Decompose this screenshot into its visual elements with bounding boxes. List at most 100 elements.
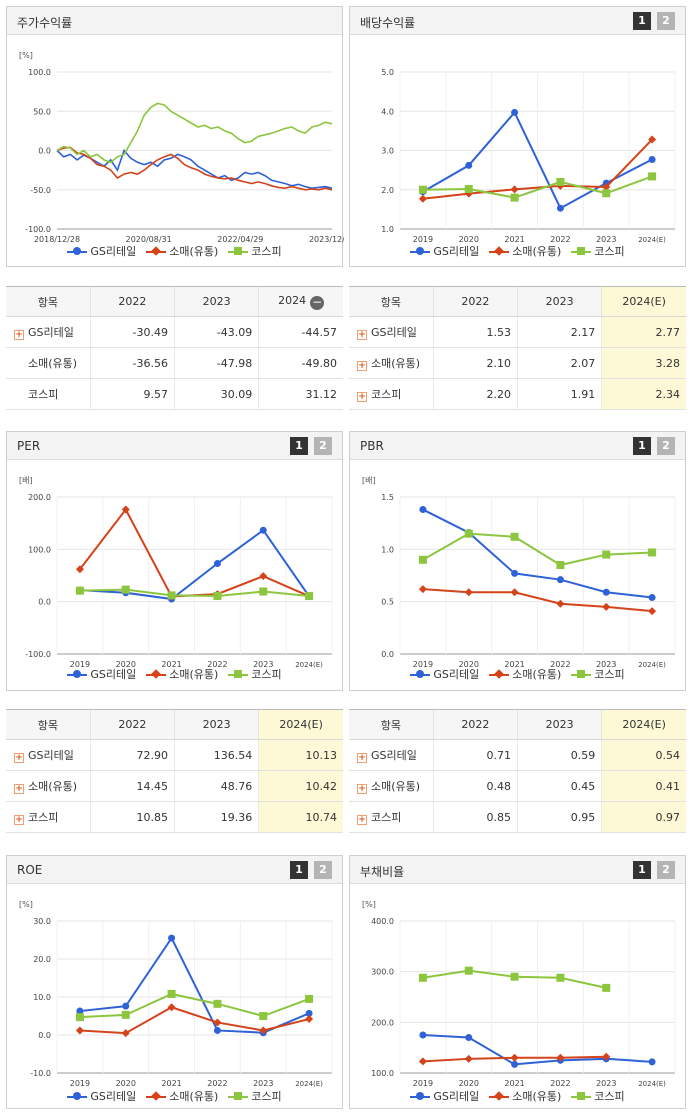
page-2-button[interactable]: 2: [657, 12, 675, 30]
legend-item[interactable]: 소매(유통): [489, 243, 561, 259]
data-point: [510, 1053, 519, 1062]
legend-item[interactable]: 코스피: [228, 1088, 282, 1104]
cell-value: -36.56: [89, 347, 175, 379]
row-name[interactable]: + GS리테일: [349, 739, 434, 771]
row-label: GS리테일: [28, 749, 74, 762]
data-point: [213, 591, 222, 600]
legend-item[interactable]: GS리테일: [67, 243, 136, 259]
legend-item[interactable]: GS리테일: [67, 666, 136, 682]
column-header: 2024(E): [258, 709, 343, 740]
x-tick-label: 2020: [459, 235, 479, 244]
expand-icon[interactable]: +: [357, 392, 367, 402]
row-name[interactable]: + 코스피: [349, 378, 434, 410]
data-point: [511, 108, 519, 116]
legend-item[interactable]: 코스피: [571, 1088, 625, 1104]
collapse-icon[interactable]: −: [310, 294, 325, 310]
legend-item[interactable]: 소매(유통): [489, 666, 561, 682]
data-point: [418, 555, 427, 564]
legend-item[interactable]: GS리테일: [410, 1088, 479, 1104]
cell-value: 0.45: [516, 770, 602, 802]
debt-ratio-chart: [%] 400.0 300.0 200.0 100.0 2019 2020 2021 2022 2…: [362, 900, 676, 1088]
table-row: + 코스피 10.85 19.36 10.74: [6, 801, 343, 833]
cell-value: 136.54: [173, 739, 259, 771]
row-name[interactable]: + 소매(유통): [6, 770, 91, 802]
legend-label: 코스피: [251, 245, 282, 258]
legend-item[interactable]: 소매(유통): [146, 1088, 218, 1104]
legend-item[interactable]: 소매(유통): [146, 666, 218, 682]
data-point: [648, 593, 656, 601]
row-name[interactable]: + 코스피: [349, 801, 434, 833]
data-point: [122, 1002, 130, 1010]
legend-label: GS리테일: [433, 668, 480, 681]
stock-return-table: 항목 2022 2023 2024− + GS리테일 -30.49 -43.09 -44.57 소…: [6, 286, 343, 410]
legend-item[interactable]: 코스피: [571, 243, 625, 259]
diamond-marker-icon: [489, 669, 510, 679]
legend-item[interactable]: 코스피: [571, 666, 625, 682]
expand-icon[interactable]: +: [14, 815, 24, 825]
chart-legend: GS리테일 소매(유통) 코스피: [7, 243, 342, 259]
table-row: 소매(유통) -36.56 -47.98 -49.80: [6, 347, 343, 379]
row-name[interactable]: + GS리테일: [349, 316, 434, 348]
legend-label: 코스피: [594, 1090, 625, 1103]
expand-icon[interactable]: +: [357, 815, 367, 825]
x-tick-label: 2021: [161, 1079, 181, 1088]
panel-title: ROE: [17, 863, 43, 877]
row-name[interactable]: + 코스피: [6, 801, 91, 833]
x-tick-label: 2024(E): [638, 661, 666, 669]
series-line: [422, 175, 653, 199]
page-1-button[interactable]: 1: [290, 861, 308, 879]
legend-item[interactable]: GS리테일: [67, 1088, 136, 1104]
unit-label: [%]: [362, 900, 376, 909]
unit-label: [%]: [19, 51, 33, 60]
expand-icon[interactable]: +: [357, 361, 367, 371]
page-2-button[interactable]: 2: [657, 861, 675, 879]
y-tick-label: 300.0: [371, 968, 394, 977]
cell-value: 0.95: [516, 801, 602, 833]
expand-icon[interactable]: +: [357, 330, 367, 340]
data-point: [213, 999, 222, 1008]
expand-icon[interactable]: +: [14, 784, 24, 794]
legend-item[interactable]: GS리테일: [410, 243, 479, 259]
row-name[interactable]: + 소매(유통): [349, 770, 434, 802]
legend-item[interactable]: GS리테일: [410, 666, 479, 682]
expand-icon[interactable]: +: [357, 784, 367, 794]
data-point: [464, 966, 473, 975]
data-point: [419, 1031, 427, 1039]
y-tick-label: 10.0: [33, 993, 51, 1002]
per-table: 항목 2022 2023 2024(E) + GS리테일 72.90 136.54 10.13 +…: [6, 709, 343, 833]
page-2-button[interactable]: 2: [314, 437, 332, 455]
row-label: 코스피: [28, 811, 59, 824]
legend-item[interactable]: 코스피: [228, 243, 282, 259]
panel-header: 부채비율 1 2: [350, 856, 685, 884]
cell-value: 2.17: [516, 316, 602, 348]
data-point: [259, 587, 268, 596]
x-tick-label: 2022: [207, 1079, 227, 1088]
page-1-button[interactable]: 1: [290, 437, 308, 455]
x-tick-label: 2023/12/28: [309, 235, 344, 244]
expand-icon[interactable]: +: [14, 330, 24, 340]
x-tick-label: 2019: [70, 660, 90, 669]
page-1-button[interactable]: 1: [633, 437, 651, 455]
panel-title: 주가수익률: [17, 16, 73, 30]
legend-item[interactable]: 소매(유통): [489, 1088, 561, 1104]
x-tick-label: 2022: [207, 660, 227, 669]
row-name[interactable]: + 소매(유통): [349, 347, 434, 379]
row-name[interactable]: + GS리테일: [6, 739, 91, 771]
legend-item[interactable]: 코스피: [228, 666, 282, 682]
page-1-button[interactable]: 1: [633, 12, 651, 30]
diamond-marker-icon: [146, 1091, 167, 1101]
page-2-button[interactable]: 2: [314, 861, 332, 879]
data-point: [602, 588, 610, 596]
series-line: [422, 588, 653, 613]
page-1-button[interactable]: 1: [633, 861, 651, 879]
expand-icon[interactable]: +: [14, 753, 24, 763]
page-2-button[interactable]: 2: [657, 437, 675, 455]
row-name[interactable]: + GS리테일: [6, 316, 91, 348]
x-tick-label: 2021: [161, 660, 181, 669]
legend-item[interactable]: 소매(유통): [146, 243, 218, 259]
unit-label: [%]: [19, 900, 33, 909]
expand-icon[interactable]: +: [357, 753, 367, 763]
column-header: 2024(E): [601, 286, 686, 317]
column-header: 항목: [349, 286, 434, 317]
column-header: 2023: [516, 709, 602, 740]
